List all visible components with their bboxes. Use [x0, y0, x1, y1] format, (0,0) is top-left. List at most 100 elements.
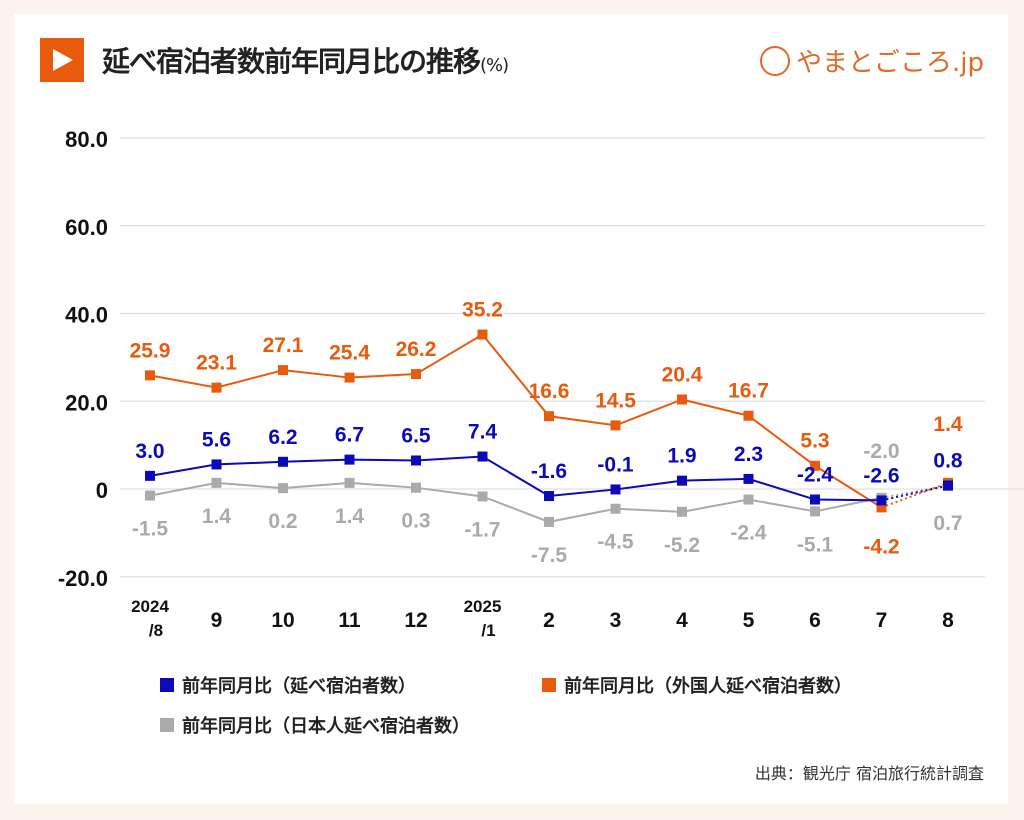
data-point	[211, 382, 222, 393]
chart-card	[14, 14, 1008, 804]
data-label: 1.4	[202, 505, 232, 528]
data-label: 35.2	[462, 299, 503, 322]
data-point	[411, 369, 421, 380]
data-label: -1.7	[464, 518, 500, 541]
x-tick-label: 6	[809, 609, 821, 632]
series-line	[149, 481, 882, 523]
y-tick-label: 0	[96, 478, 108, 503]
x-tick-label: 3	[610, 609, 622, 632]
data-label: 0.7	[933, 512, 962, 535]
x-tick-label: 12	[404, 609, 427, 632]
legend-item-foreign: 前年同月比（外国人延べ宿泊者数）	[542, 672, 852, 698]
data-label: 20.4	[662, 363, 703, 386]
legend-label: 前年同月比（日本人延べ宿泊者数）	[182, 716, 470, 737]
data-label: 25.9	[130, 339, 171, 362]
x-tick-label: 5	[743, 609, 755, 632]
logo: やまとごころ.jp	[760, 42, 984, 79]
data-point	[211, 459, 222, 470]
y-tick-label: 80.0	[65, 127, 108, 152]
data-label: 6.5	[401, 424, 431, 447]
legend-swatch	[542, 678, 556, 692]
series-line	[149, 333, 883, 509]
title-unit: (%)	[480, 55, 509, 76]
data-point	[743, 473, 754, 484]
x-tick-label-sub: /1	[481, 621, 495, 640]
data-point	[145, 490, 155, 501]
data-label: -2.4	[797, 464, 834, 487]
data-point	[544, 516, 554, 527]
y-tick-label: 40.0	[65, 303, 108, 328]
data-label: 1.9	[667, 445, 696, 468]
x-tick-label: 8	[942, 609, 954, 632]
logo-text: やまとごころ.jp	[796, 48, 984, 78]
data-label: 3.0	[135, 440, 164, 463]
data-label: 27.1	[263, 334, 304, 357]
play-icon	[40, 38, 84, 82]
data-point	[677, 475, 687, 486]
data-label: 2.3	[734, 443, 763, 466]
series-line-dotted	[881, 484, 949, 502]
legend-label: 前年同月比（延べ宿泊者数）	[182, 676, 416, 697]
title-text: 延べ宿泊者数前年同月比の推移	[102, 45, 481, 78]
data-label: 0.3	[401, 510, 430, 533]
data-label: 0.8	[933, 449, 963, 472]
data-label: 6.2	[268, 426, 297, 449]
data-point	[743, 410, 754, 421]
data-label: -2.4	[730, 522, 767, 545]
data-point	[477, 329, 488, 340]
data-point	[943, 480, 953, 491]
data-point	[544, 411, 554, 422]
legend-label: 前年同月比（外国人延べ宿泊者数）	[564, 676, 852, 697]
chart-title: 延べ宿泊者数前年同月比の推移(%)	[102, 40, 509, 80]
data-point	[211, 477, 222, 488]
data-label: -4.2	[863, 535, 899, 558]
data-point	[344, 372, 355, 383]
data-label: -2.6	[863, 464, 899, 487]
data-label: -2.0	[863, 440, 899, 463]
data-point	[278, 365, 288, 376]
data-point	[810, 460, 820, 471]
data-point	[677, 506, 687, 517]
data-point	[610, 420, 621, 431]
data-point	[411, 482, 421, 493]
data-label: 5.6	[202, 428, 231, 451]
data-point	[278, 456, 288, 467]
data-label: -7.5	[531, 544, 568, 567]
x-tick-label: 10	[271, 609, 294, 632]
data-point	[610, 503, 621, 514]
data-label: 1.4	[335, 505, 365, 528]
data-label: 23.1	[196, 352, 237, 375]
data-point	[344, 477, 355, 488]
data-label: 16.7	[728, 380, 769, 403]
x-tick-label-sub: /8	[149, 621, 163, 640]
x-tick-label: 2	[543, 609, 555, 632]
x-tick-label: 2024	[131, 597, 169, 616]
data-label: 0.2	[268, 510, 297, 533]
data-point	[145, 370, 155, 381]
data-point	[278, 483, 288, 494]
x-tick-label: 2025	[464, 597, 502, 616]
data-label: 14.5	[595, 389, 636, 412]
legend-item-total: 前年同月比（延べ宿泊者数）	[160, 672, 416, 698]
data-label: 16.6	[529, 380, 570, 403]
legend-item-japanese: 前年同月比（日本人延べ宿泊者数）	[160, 712, 470, 738]
series-line-dotted	[881, 481, 949, 509]
legend-swatch	[160, 678, 174, 692]
series-line	[149, 455, 882, 502]
data-point	[477, 451, 488, 462]
data-point	[411, 455, 421, 466]
data-label: 5.3	[800, 430, 829, 453]
data-label: 7.4	[468, 421, 498, 444]
data-point	[810, 494, 820, 505]
data-label: -0.1	[597, 453, 634, 476]
data-point	[677, 394, 687, 405]
y-tick-label: -20.0	[58, 566, 108, 591]
data-point	[477, 491, 488, 502]
logo-icon	[760, 45, 790, 76]
data-point	[876, 502, 887, 513]
data-label: 25.4	[329, 342, 370, 365]
data-point	[876, 495, 887, 506]
data-point	[544, 491, 554, 502]
data-label: 6.7	[335, 424, 364, 447]
